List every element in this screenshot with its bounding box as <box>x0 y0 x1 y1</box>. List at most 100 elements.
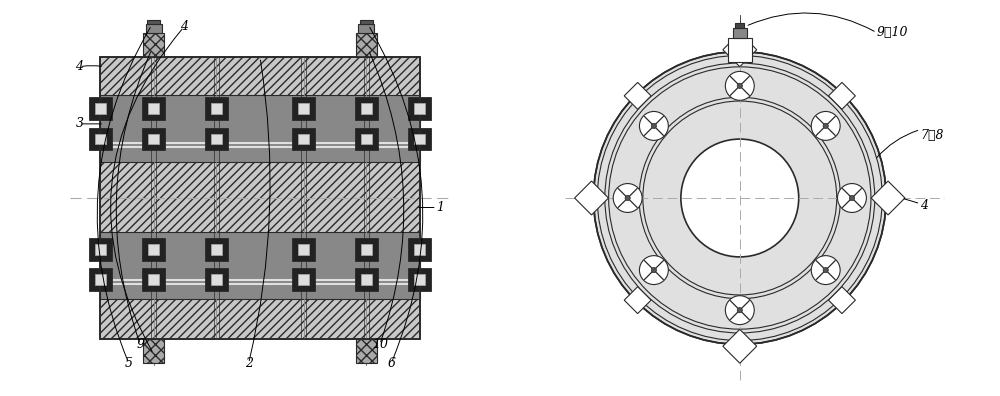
Bar <box>414 274 425 285</box>
Bar <box>100 232 420 299</box>
Circle shape <box>651 123 656 129</box>
Circle shape <box>639 256 668 285</box>
Bar <box>205 238 228 261</box>
Bar <box>360 20 373 24</box>
Bar <box>95 244 106 255</box>
Bar <box>205 268 228 291</box>
Circle shape <box>849 195 855 201</box>
Circle shape <box>625 195 630 201</box>
Text: 5: 5 <box>125 357 133 370</box>
Bar <box>148 134 159 145</box>
Text: 2: 2 <box>245 357 253 370</box>
Text: 1: 1 <box>437 201 445 214</box>
Bar <box>624 287 651 314</box>
Bar <box>95 103 106 114</box>
Bar <box>100 95 420 162</box>
Circle shape <box>725 71 754 100</box>
Bar <box>408 238 431 261</box>
Bar <box>95 274 106 285</box>
Bar <box>414 244 425 255</box>
Bar <box>146 24 162 32</box>
Circle shape <box>571 29 909 367</box>
Bar <box>356 32 377 57</box>
Circle shape <box>811 256 840 285</box>
Bar <box>292 128 315 150</box>
Bar <box>355 268 378 291</box>
Circle shape <box>651 267 656 273</box>
Bar <box>355 97 378 120</box>
Text: 4: 4 <box>920 199 928 212</box>
Bar <box>143 339 164 364</box>
Bar <box>733 28 747 38</box>
Bar <box>298 274 309 285</box>
Bar <box>356 339 377 364</box>
Bar <box>292 97 315 120</box>
Bar <box>211 134 222 145</box>
Bar <box>361 134 372 145</box>
Text: 10: 10 <box>372 338 388 351</box>
Bar <box>143 32 164 57</box>
Bar <box>211 244 222 255</box>
Circle shape <box>681 139 799 257</box>
Text: 3: 3 <box>75 117 83 130</box>
Bar <box>723 329 757 363</box>
Bar <box>355 238 378 261</box>
Bar <box>408 128 431 150</box>
Bar <box>292 268 315 291</box>
Circle shape <box>737 83 742 88</box>
Bar <box>148 103 159 114</box>
Bar <box>89 238 112 261</box>
Text: 6: 6 <box>387 357 395 370</box>
Circle shape <box>737 308 742 313</box>
Bar <box>147 20 160 24</box>
Bar <box>829 82 855 109</box>
Bar <box>211 103 222 114</box>
Bar <box>89 97 112 120</box>
Bar <box>142 97 165 120</box>
Bar <box>355 128 378 150</box>
Bar <box>408 268 431 291</box>
Bar <box>358 24 374 32</box>
Text: 4: 4 <box>180 21 188 33</box>
Bar <box>298 244 309 255</box>
Bar <box>829 287 855 314</box>
Bar <box>205 97 228 120</box>
Circle shape <box>823 123 828 129</box>
Bar <box>298 134 309 145</box>
Bar <box>871 181 905 215</box>
Bar <box>414 134 425 145</box>
Bar <box>142 128 165 150</box>
Bar <box>728 38 752 62</box>
Text: 7、8: 7、8 <box>920 129 944 142</box>
Bar <box>298 103 309 114</box>
Bar <box>723 33 757 67</box>
Bar <box>89 128 112 150</box>
Circle shape <box>811 111 840 140</box>
Circle shape <box>725 296 754 325</box>
Text: 9、10: 9、10 <box>877 26 908 39</box>
Circle shape <box>613 184 642 212</box>
Bar <box>148 244 159 255</box>
Bar <box>361 103 372 114</box>
Bar <box>361 244 372 255</box>
Bar <box>100 57 420 339</box>
Circle shape <box>593 51 886 345</box>
Bar <box>361 274 372 285</box>
Bar <box>575 181 608 215</box>
Bar <box>89 268 112 291</box>
Bar <box>292 238 315 261</box>
Bar <box>142 268 165 291</box>
Text: 9: 9 <box>136 338 144 351</box>
Bar <box>624 82 651 109</box>
Bar <box>735 23 744 28</box>
Bar <box>211 274 222 285</box>
Circle shape <box>837 184 866 212</box>
Circle shape <box>823 267 828 273</box>
Text: 4: 4 <box>75 60 83 73</box>
Bar <box>95 134 106 145</box>
Bar <box>100 57 420 339</box>
Bar <box>148 274 159 285</box>
Bar <box>205 128 228 150</box>
Bar <box>142 238 165 261</box>
Bar <box>414 103 425 114</box>
